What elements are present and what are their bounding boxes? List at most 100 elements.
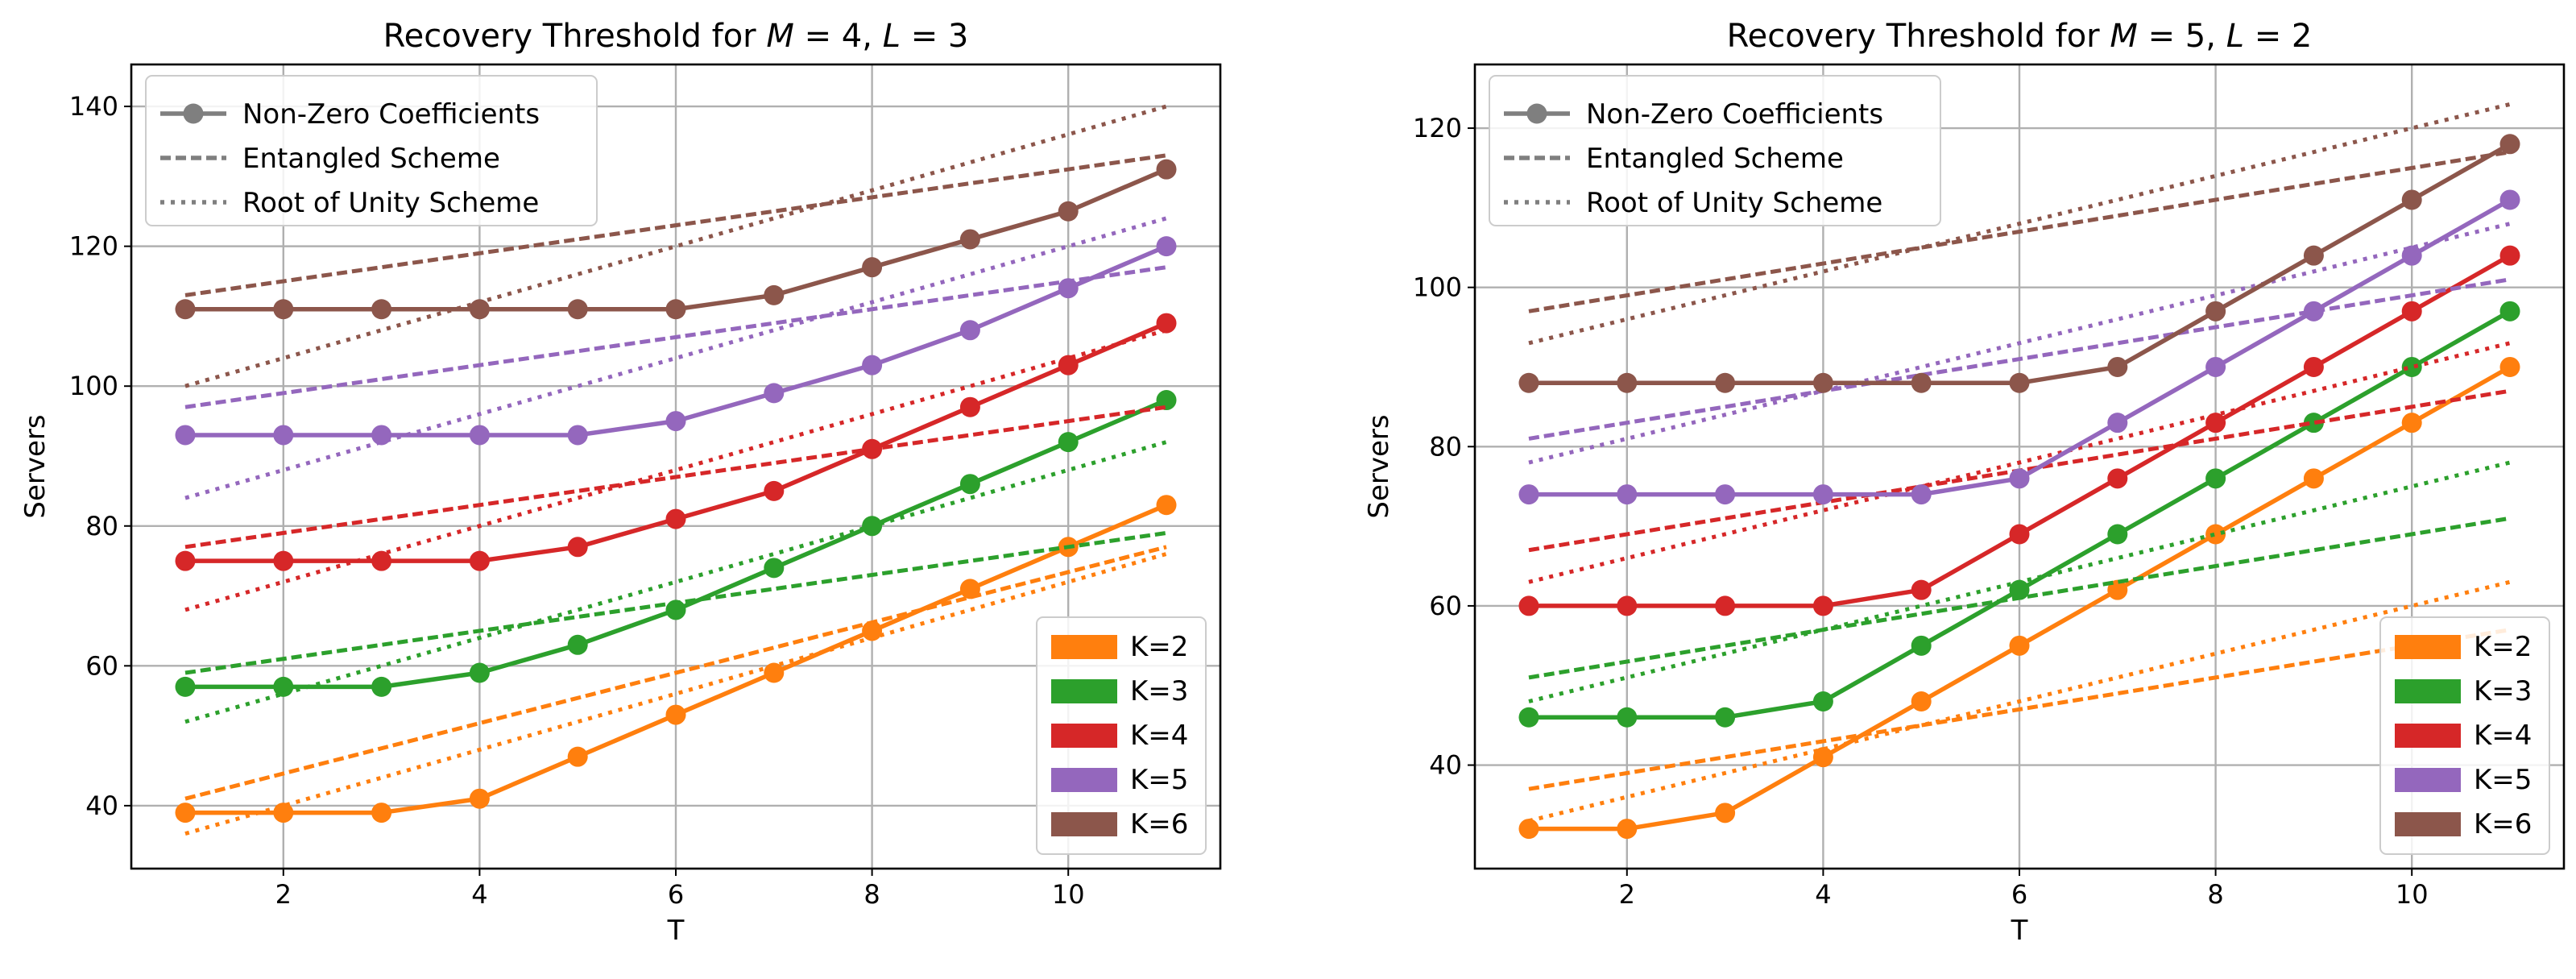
c0-x-axis-label: T xyxy=(667,915,685,947)
c0-marker-K=5-T2 xyxy=(273,425,294,446)
c1-k-legend-swatch-K=5 xyxy=(2395,768,2461,792)
c0-marker-K=6-T9 xyxy=(959,229,980,250)
c0-title-part-0: Recovery Threshold for xyxy=(383,18,767,55)
c0-k-legend-swatch-K=2 xyxy=(1051,635,1117,659)
c0-marker-K=6-T6 xyxy=(665,299,686,320)
c0-marker-K=6-T7 xyxy=(764,284,785,305)
c0-entangled-line-K=4 xyxy=(184,404,1167,550)
c0-marker-K=2-T8 xyxy=(862,620,883,641)
c0-k-legend-box xyxy=(1036,616,1207,855)
c0-marker-K=4-T8 xyxy=(862,438,883,459)
c0-entangled-line-K=6 xyxy=(184,153,1167,297)
c0-marker-K=2-T2 xyxy=(273,803,294,823)
c0-marker-K=3-T3 xyxy=(371,676,392,697)
chart-right: 2 4 6 8 10 40 60 80 100 120 T Servers Recovery Thres… xyxy=(1363,18,2566,947)
c0-style-legend-label-0: Non-Zero Coefficients xyxy=(242,98,540,131)
c0-marker-K=5-T1 xyxy=(175,425,196,446)
c0-marker-K=3-T7 xyxy=(764,558,785,579)
c0-marker-K=4-T3 xyxy=(371,550,392,571)
c0-chart-title: Recovery Threshold for M = 4, L = 3 xyxy=(383,18,969,55)
c1-plot-area xyxy=(1518,102,2520,840)
c1-marker-K=5-T10 xyxy=(2401,245,2422,266)
c0-marker-K=2-T11 xyxy=(1156,495,1177,516)
c0-series-K=6 xyxy=(175,104,1177,388)
c0-marker-K=3-T9 xyxy=(959,474,980,495)
c0-marker-K=4-T2 xyxy=(273,550,294,571)
c1-xtick-label-2: 2 xyxy=(1619,879,1635,910)
c1-marker-K=2-T7 xyxy=(2107,579,2128,600)
c1-marker-K=5-T5 xyxy=(1911,484,1932,505)
c0-xtick-label-2: 2 xyxy=(275,879,292,910)
c1-marker-K=3-T8 xyxy=(2205,468,2226,489)
c1-marker-K=6-T8 xyxy=(2205,301,2226,321)
c1-ytick-label-40: 40 xyxy=(1429,750,1462,781)
c0-marker-K=3-T2 xyxy=(273,676,294,697)
c0-marker-K=6-T8 xyxy=(862,257,883,278)
c1-marker-K=4-T7 xyxy=(2107,468,2128,489)
c0-marker-K=4-T1 xyxy=(175,550,196,571)
c0-k-legend-label-K=3: K=3 xyxy=(1130,675,1188,707)
c1-marker-K=4-T8 xyxy=(2205,413,2226,433)
c0-series-K=4 xyxy=(175,313,1177,612)
c0-marker-K=4-T10 xyxy=(1058,355,1079,375)
c0-marker-K=6-T5 xyxy=(567,299,588,320)
c1-x-axis-label: T xyxy=(2011,915,2028,947)
c0-k-legend-swatch-K=5 xyxy=(1051,768,1117,792)
c1-marker-K=3-T2 xyxy=(1617,707,1638,728)
c0-marker-K=6-T2 xyxy=(273,299,294,320)
c1-ytick-label-120: 120 xyxy=(1413,113,1462,143)
c1-xtick-label-8: 8 xyxy=(2207,879,2223,910)
c1-ytick-label-80: 80 xyxy=(1429,431,1462,462)
c0-marker-K=4-T6 xyxy=(665,508,686,529)
c0-marker-K=2-T7 xyxy=(764,662,785,683)
c1-marker-K=6-T3 xyxy=(1715,372,1736,393)
c1-k-legend-box xyxy=(2379,616,2550,855)
c1-marker-K=4-T11 xyxy=(2499,245,2520,266)
c1-marker-K=5-T7 xyxy=(2107,413,2128,433)
c1-xtick-label-4: 4 xyxy=(1815,879,1831,910)
c0-marker-K=2-T6 xyxy=(665,704,686,725)
c0-title-part-2: = 4, xyxy=(794,18,883,55)
c0-ytick-label-80: 80 xyxy=(85,511,118,541)
c1-entangled-line-K=5 xyxy=(1528,277,2511,441)
c0-style-legend-box xyxy=(145,75,598,226)
c1-title-part-2: = 5, xyxy=(2138,18,2226,55)
c0-ytick-label-140: 140 xyxy=(69,91,118,122)
c0-ytick-label-40: 40 xyxy=(85,790,118,821)
c1-marker-K=5-T11 xyxy=(2499,189,2520,210)
c1-marker-K=2-T10 xyxy=(2401,413,2422,433)
c0-marker-K=4-T11 xyxy=(1156,313,1177,334)
c1-k-legend: K=2 K=3 K=4 K=5 K=6 xyxy=(2379,616,2550,855)
c0-marker-K=4-T5 xyxy=(567,537,588,558)
c0-marker-K=6-T3 xyxy=(371,299,392,320)
c0-marker-K=2-T9 xyxy=(959,579,980,599)
c1-marker-K=3-T7 xyxy=(2107,524,2128,545)
c1-marker-K=2-T9 xyxy=(2303,468,2324,489)
c0-k-legend-swatch-K=6 xyxy=(1051,812,1117,836)
c0-k-legend-label-K=2: K=2 xyxy=(1130,631,1188,663)
c1-root-of-unity-line-K=5 xyxy=(1528,222,2511,465)
c1-style-legend-label-1: Entangled Scheme xyxy=(1586,143,1844,175)
c1-marker-K=4-T6 xyxy=(2009,524,2030,545)
c1-k-legend-swatch-K=4 xyxy=(2395,724,2461,748)
c1-series-K=5 xyxy=(1518,189,2520,505)
c0-marker-K=6-T10 xyxy=(1058,201,1079,222)
c0-y-axis-label: Servers xyxy=(19,414,52,518)
c1-title-part-4: = 2 xyxy=(2244,18,2312,55)
c1-marker-K=3-T10 xyxy=(2401,356,2422,377)
c0-marker-K=4-T9 xyxy=(959,396,980,417)
c0-marker-K=6-T11 xyxy=(1156,159,1177,180)
c1-k-legend-swatch-K=2 xyxy=(2395,635,2461,659)
c1-series-K=6 xyxy=(1518,102,2520,393)
c0-marker-K=2-T4 xyxy=(469,788,490,809)
c0-title-part-3: L xyxy=(883,18,901,55)
c1-marker-K=3-T4 xyxy=(1812,691,1833,711)
c1-title-part-1: M xyxy=(2110,18,2138,55)
c1-marker-K=6-T11 xyxy=(2499,134,2520,155)
c1-style-legend-box xyxy=(1489,75,1941,226)
c1-y-axis-label: Servers xyxy=(1363,414,1395,518)
c1-title-part-0: Recovery Threshold for xyxy=(1727,18,2110,55)
c1-marker-K=5-T2 xyxy=(1617,484,1638,505)
c1-style-legend-marker-0 xyxy=(1526,103,1547,124)
